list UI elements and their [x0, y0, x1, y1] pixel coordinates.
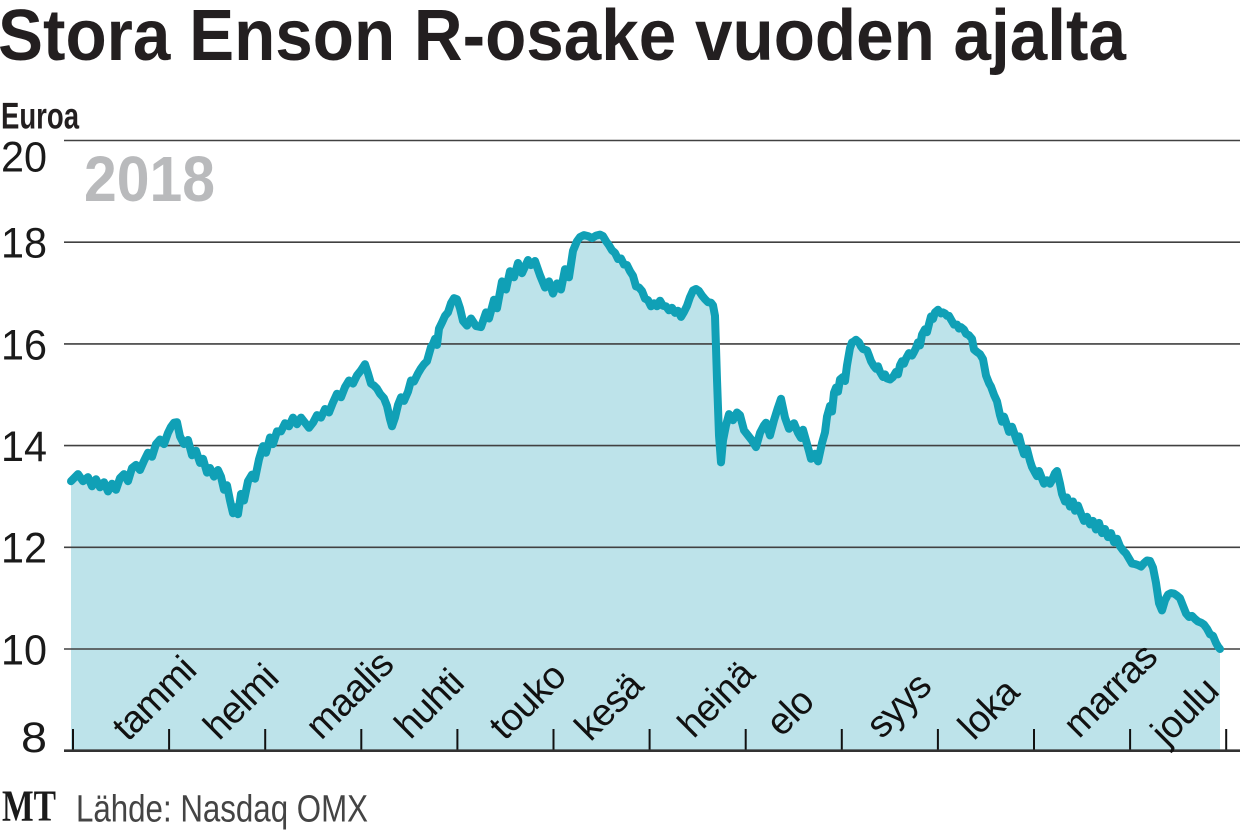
svg-text:Euroa: Euroa	[1, 96, 79, 137]
svg-text:12: 12	[1, 526, 47, 573]
svg-text:2018: 2018	[84, 143, 215, 215]
svg-text:14: 14	[1, 424, 47, 471]
svg-text:Lähde: Nasdaq OMX: Lähde: Nasdaq OMX	[76, 789, 368, 831]
svg-text:MT: MT	[2, 782, 56, 831]
svg-text:18: 18	[1, 221, 47, 268]
svg-text:Stora Enson R-osake vuoden aja: Stora Enson R-osake vuoden ajalta	[0, 0, 1127, 76]
svg-text:8: 8	[21, 715, 47, 762]
svg-text:16: 16	[1, 322, 47, 369]
svg-text:20: 20	[1, 135, 47, 182]
svg-text:10: 10	[1, 627, 47, 674]
